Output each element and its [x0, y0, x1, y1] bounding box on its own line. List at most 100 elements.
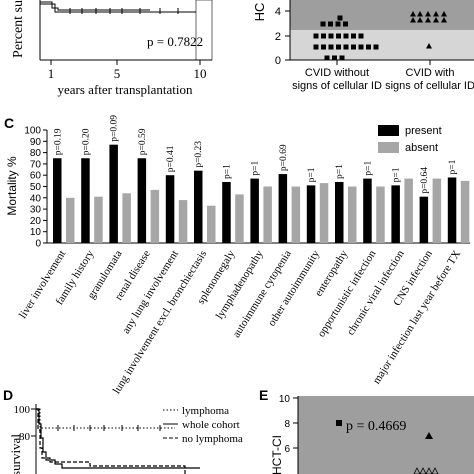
panel-b-square-point — [313, 33, 319, 39]
panel-a-xtick-label-10: 10 — [194, 66, 207, 81]
panel-b-triangle-point — [410, 11, 416, 17]
panel-b-square-point — [328, 44, 334, 50]
panel-d-letter: D — [3, 387, 13, 403]
panel-b-square-point — [321, 44, 326, 50]
panel-b-triangle-point — [410, 17, 416, 23]
panel-c-ylabel: Mortality % — [5, 156, 19, 216]
panel-b-lower-band — [290, 30, 474, 60]
panel-e-letter: E — [259, 387, 268, 403]
panel-b-ylabel: HC — [252, 3, 267, 22]
panel-a-curve-2 — [40, 3, 196, 13]
panel-d-curve-lymphoma — [36, 408, 175, 429]
pvalue-label-10: p=1 — [335, 164, 345, 179]
panel-e-triangle-point — [413, 467, 421, 474]
panel-b-triangle-point — [425, 11, 431, 17]
panel-e-ytick-label-6: 6 — [284, 444, 290, 455]
bar-absent-5 — [207, 205, 216, 243]
panel-b-square-point — [351, 44, 356, 50]
bar-present-1 — [81, 158, 90, 243]
bar-present-2 — [109, 144, 118, 243]
panel-b-square-point — [328, 33, 334, 39]
panel-b: 4 2 0 HC CVID without signs of cellular … — [252, 0, 474, 92]
pvalue-label-6: p=1 — [222, 164, 232, 179]
panel-b-category-1-line-2: signs of cellular ID — [292, 80, 382, 92]
pvalue-label-14: p=1 — [448, 159, 458, 174]
panel-d-ytick-label-100: 100 — [14, 404, 31, 416]
panel-b-square-point — [343, 33, 349, 39]
pvalue-label-9: p=1 — [307, 167, 317, 182]
category-label-0: liver involvement — [17, 248, 68, 320]
panel-d-curve-no-lymphoma — [36, 408, 186, 474]
pvalue-label-11: p=1 — [363, 160, 373, 175]
panel-e: E 10 8 6 HCT-CI p = 0.4669 — [259, 387, 474, 474]
panel-a-xtick-label-1: 1 — [48, 66, 55, 81]
panel-b-category-2-line-1: CVID with — [406, 67, 455, 79]
panel-c-ytick-label: 50 — [30, 182, 42, 193]
category-label-9: other autoimmunity — [266, 248, 323, 329]
panel-b-square-point — [328, 21, 333, 27]
panel-b-square-point — [373, 44, 379, 50]
panel-b-square-point — [313, 44, 319, 50]
pvalue-label-2: p=0.09 — [110, 115, 120, 142]
panel-a-censor-marks — [69, 8, 179, 14]
panel-c-ytick-label: 90 — [30, 137, 42, 148]
panel-c-ytick-label: 0 — [35, 239, 41, 250]
bar-present-0 — [53, 158, 62, 243]
panel-a: Percent su p = 0.7822 1 5 10 years after… — [11, 0, 213, 97]
panel-b-ytick-label-0: 0 — [275, 55, 281, 67]
panel-b-upper-band — [290, 0, 474, 30]
panel-c-ytick-label: 100 — [24, 126, 41, 137]
bar-absent-10 — [348, 186, 357, 243]
panel-b-square-point — [321, 33, 326, 39]
bar-absent-13 — [432, 178, 442, 243]
panel-a-pvalue: p = 0.7822 — [147, 34, 203, 49]
bar-present-11 — [363, 178, 372, 243]
panel-b-triangle-point — [426, 43, 432, 49]
panel-b-square-point — [343, 21, 348, 27]
bar-absent-9 — [319, 183, 329, 243]
panel-e-triangle-point — [425, 467, 433, 474]
bar-present-8 — [278, 174, 288, 243]
panel-d-legend: lymphoma whole cohort no lymphoma — [163, 405, 243, 445]
panel-a-ylabel: Percent su — [11, 0, 26, 58]
legend-swatch-present — [378, 125, 399, 136]
panel-b-points — [313, 11, 447, 61]
panel-b-triangle-point — [425, 17, 431, 23]
bar-present-13 — [419, 196, 429, 243]
bar-absent-8 — [291, 186, 301, 243]
panel-b-triangle-point — [441, 17, 447, 23]
legend-label-whole-cohort: whole cohort — [182, 419, 240, 431]
panel-c-ytick-label: 20 — [30, 216, 42, 227]
panel-b-square-point — [336, 33, 341, 39]
bar-present-12 — [391, 185, 400, 243]
panel-b-triangle-point — [433, 17, 439, 23]
panel-b-triangle-point — [433, 11, 439, 17]
panel-c-letter: C — [4, 115, 14, 131]
panel-e-ytick-label-10: 10 — [279, 394, 291, 405]
panel-b-triangle-point — [441, 11, 447, 17]
panel-c-pvalues: p=0.19 p=0.20 p=0.09 p=0.59 p=0.41 p=0.23 p=1 p… — [53, 115, 458, 194]
panel-e-pvalue: p = 0.4669 — [346, 419, 406, 434]
panel-b-square-point — [358, 44, 364, 50]
legend-label-no-lymphoma: no lymphoma — [182, 433, 243, 445]
panel-e-triangle-row — [413, 467, 439, 474]
panel-b-square-point — [335, 21, 341, 27]
bar-absent-6 — [235, 194, 244, 243]
bar-absent-1 — [94, 196, 103, 243]
panel-e-square-point — [336, 420, 342, 426]
panel-b-ytick-label-2: 2 — [275, 31, 281, 43]
panel-a-xlabel: years after transplantation — [58, 82, 193, 97]
pvalue-label-3: p=0.59 — [138, 128, 148, 155]
panel-d-curve-whole-cohort — [36, 408, 200, 469]
panel-b-square-point — [320, 21, 326, 27]
bar-absent-2 — [122, 193, 131, 243]
panel-b-category-1-line-1: CVID without — [305, 67, 369, 79]
panel-b-square-point — [324, 55, 330, 61]
panel-e-background — [298, 396, 474, 474]
panel-b-ytick-label-4: 4 — [275, 6, 281, 18]
bar-absent-3 — [150, 189, 160, 243]
